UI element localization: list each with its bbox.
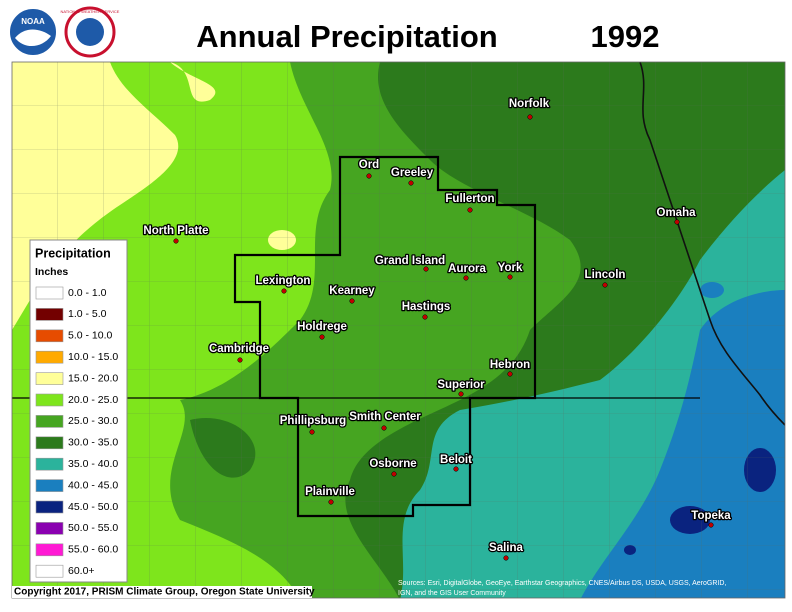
- credit-box: [12, 586, 312, 598]
- city-dot: [328, 499, 334, 505]
- legend-swatch: [35, 372, 64, 385]
- city-dot: [463, 275, 469, 281]
- legend-label: 20.0 - 25.0: [68, 394, 118, 406]
- legend-label: 15.0 - 20.0: [68, 372, 118, 384]
- legend-label: 60.0+: [68, 565, 95, 577]
- cities: Ord Greeley Fullerton Norfolk North Platte Om…: [142, 97, 733, 561]
- city-label: Cambridge: [209, 343, 269, 355]
- precipitation-surface: [12, 62, 785, 598]
- city-dot: [381, 425, 387, 431]
- map-title: Annual Precipitation: [196, 19, 497, 54]
- legend-swatch: [35, 479, 64, 492]
- city-dot: [458, 391, 464, 397]
- city-label: Lexington: [256, 275, 311, 287]
- logos: NOAA NATIONAL WEATHER SERVICE: [8, 6, 120, 58]
- city-label: York: [498, 262, 523, 274]
- legend-label: 35.0 - 40.0: [68, 458, 118, 470]
- city-dot: [281, 288, 287, 294]
- city-dot: [602, 282, 608, 288]
- city-label: Plainville: [305, 486, 355, 498]
- legend-swatch: [35, 393, 64, 407]
- city-label: Ord: [359, 159, 379, 171]
- city-dot: [349, 298, 355, 304]
- legend-swatch: [35, 308, 64, 321]
- legend-title: Precipitation: [35, 246, 111, 260]
- city-dot: [527, 114, 533, 120]
- city-label: Salina: [489, 542, 523, 554]
- logo-text: NATIONAL WEATHER SERVICE: [61, 9, 120, 14]
- sources: Sources: Esri, DigitalGlobe, GeoEye, Ear…: [398, 580, 726, 587]
- legend-swatch: [35, 522, 64, 535]
- city-dot: [237, 357, 243, 363]
- city-dot: [391, 471, 397, 477]
- legend-label: 55.0 - 60.0: [68, 544, 118, 556]
- city-dot: [708, 522, 714, 528]
- city-dot: [422, 314, 428, 320]
- sources: IGN, and the GIS User Community: [398, 590, 506, 597]
- legend-swatch: [35, 329, 64, 343]
- legend-label: 40.0 - 45.0: [68, 479, 118, 491]
- city-label: Topeka: [691, 510, 731, 522]
- city-label: Fullerton: [445, 193, 494, 205]
- city-dot: [503, 555, 509, 561]
- legend-units: Inches: [35, 266, 68, 278]
- legend-swatch: [35, 436, 64, 450]
- legend-label: 1.0 - 5.0: [68, 308, 107, 320]
- legend-label: 5.0 - 10.0: [68, 330, 113, 342]
- city-dot: [467, 207, 473, 213]
- city-dot: [366, 173, 372, 179]
- city-dot: [423, 266, 429, 272]
- legend-label: 25.0 - 30.0: [68, 415, 118, 427]
- city-dot: [309, 429, 315, 435]
- city-dot: [173, 238, 179, 244]
- legend-swatch: [35, 500, 64, 514]
- city-dot: [674, 219, 680, 225]
- logo-text: NOAA: [21, 17, 45, 26]
- city-dot: [319, 334, 325, 340]
- city-label: Hebron: [490, 359, 530, 371]
- city-label: North Platte: [143, 225, 208, 237]
- city-label: Phillipsburg: [280, 415, 346, 427]
- city-label: Osborne: [369, 458, 416, 470]
- legend-swatch: [35, 457, 64, 471]
- legend-swatch: [35, 286, 64, 300]
- city-label: Aurora: [448, 263, 486, 275]
- legend-swatch: [35, 564, 64, 578]
- legend-label: 0.0 - 1.0: [68, 287, 107, 299]
- legend-swatch: [35, 415, 64, 428]
- copyright: Copyright 2017, PRISM Climate Group, Ore…: [14, 587, 315, 598]
- city-label: Greeley: [391, 167, 434, 179]
- city-label: Grand Island: [375, 255, 445, 267]
- legend-label: 50.0 - 55.0: [68, 522, 118, 534]
- legend-swatch: [35, 350, 64, 364]
- legend-label: 30.0 - 35.0: [68, 437, 118, 449]
- city-label: Holdrege: [297, 321, 347, 333]
- legend-label: 10.0 - 15.0: [68, 351, 118, 363]
- city-dot: [453, 466, 459, 472]
- city-label: Beloit: [440, 454, 472, 466]
- city-dot: [507, 274, 513, 280]
- city-label: Kearney: [329, 285, 375, 297]
- legend-swatch: [35, 543, 64, 557]
- city-label: Superior: [437, 379, 485, 391]
- city-dot: [408, 180, 414, 186]
- legend: Precipitation Inches 0.0 - 1.0 1.0 - 5.0 5…: [29, 239, 128, 583]
- city-label: Omaha: [657, 207, 697, 219]
- city-label: Hastings: [402, 301, 451, 313]
- city-label: Norfolk: [509, 98, 550, 110]
- map-year: 1992: [591, 19, 660, 54]
- legend-label: 45.0 - 50.0: [68, 501, 118, 513]
- city-dot: [507, 371, 513, 377]
- city-label: Smith Center: [349, 411, 421, 423]
- city-label: Lincoln: [585, 269, 626, 281]
